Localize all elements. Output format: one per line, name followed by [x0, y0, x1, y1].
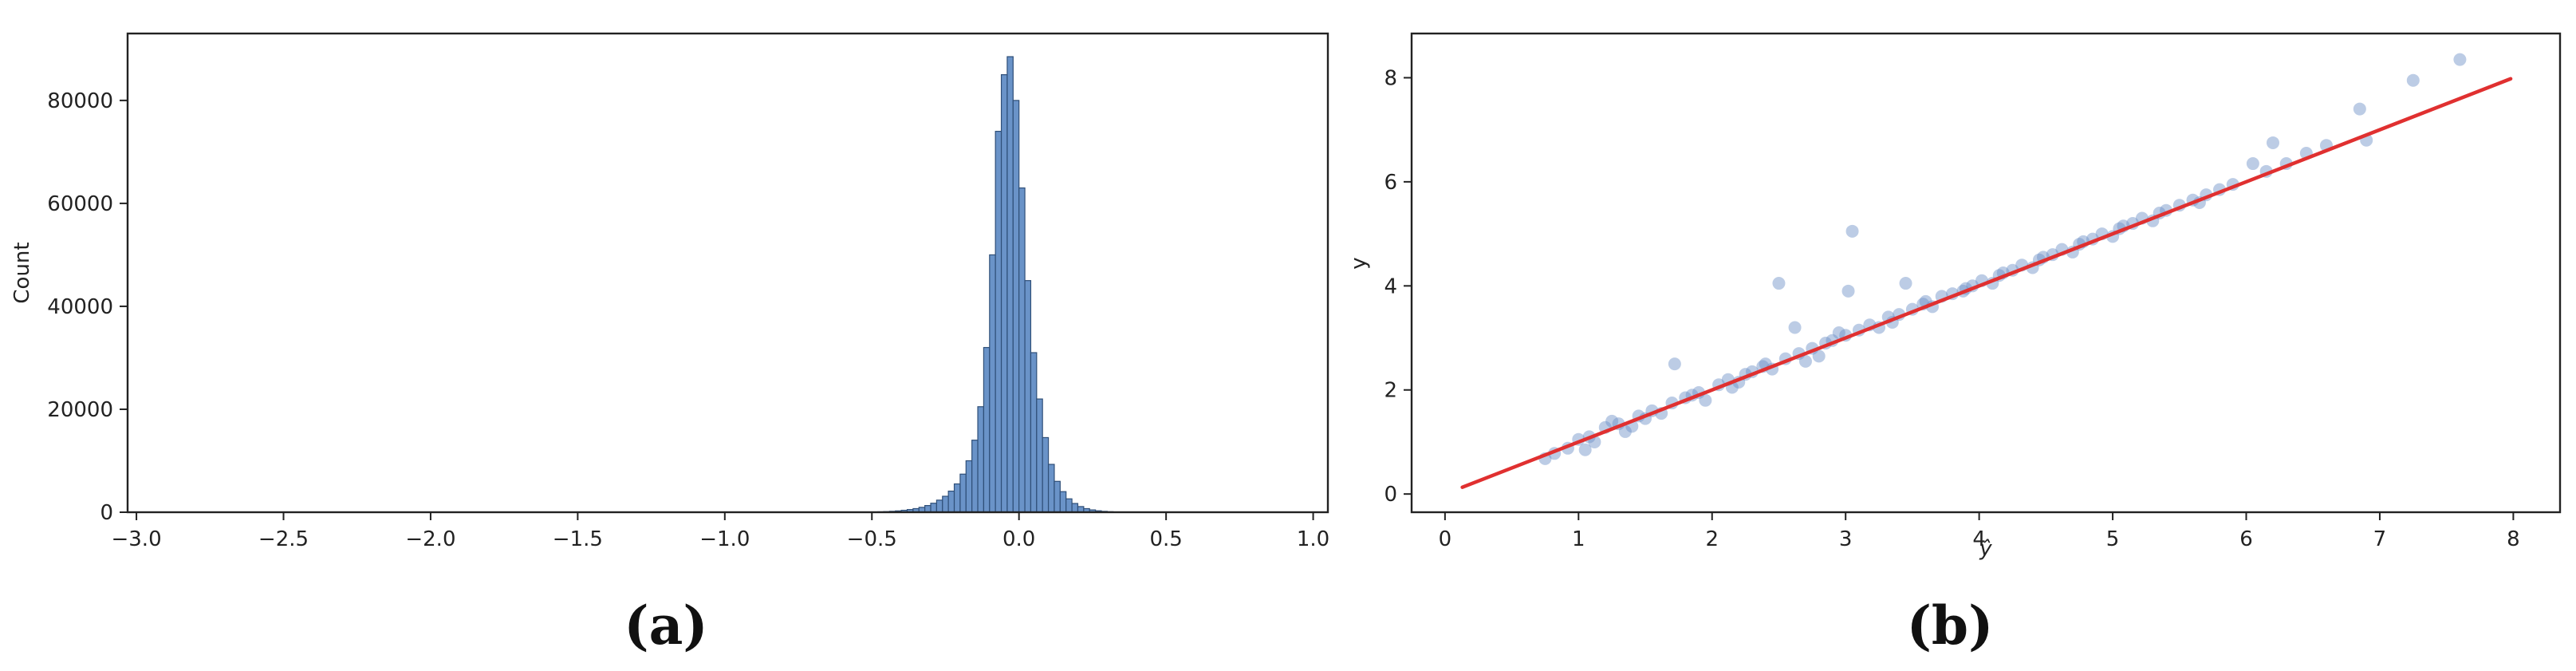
scatter-x-axis-ticks: 0 1 2 3 4 5 6 7 8 — [1439, 512, 2520, 551]
histogram-y-axis-ticks: 0 20000 40000 60000 80000 — [47, 89, 128, 525]
y-tick-label: 20000 — [47, 398, 113, 422]
scatter-point — [2453, 53, 2467, 66]
histogram-bar — [930, 503, 937, 513]
scatter-point — [1812, 349, 1826, 363]
scatter-y-axis-ticks: 0 2 4 6 8 — [1384, 66, 1412, 507]
histogram-bar — [983, 346, 991, 513]
x-tick-label: 2 — [1705, 527, 1719, 551]
x-tick-label: −0.5 — [847, 527, 897, 551]
histogram-bar — [942, 495, 949, 513]
y-tick-label: 2 — [1384, 379, 1397, 403]
y-tick-label: 0 — [1384, 483, 1397, 507]
scatter-point — [1699, 393, 1712, 407]
histogram-bar — [1054, 480, 1061, 513]
x-tick-label: 0.0 — [1002, 527, 1035, 551]
x-tick-label: −1.0 — [699, 527, 750, 551]
scatter-point — [2246, 157, 2259, 171]
histogram-panel: −3.0 −2.5 −2.0 −1.5 −1.0 −0.5 0.0 0.5 1.0 0 20000… — [10, 32, 1329, 551]
histogram-bar — [1000, 74, 1008, 513]
x-tick-label: 7 — [2373, 527, 2387, 551]
scatter-point — [1899, 277, 1912, 290]
histogram-bar — [1042, 436, 1050, 513]
histogram-bar — [995, 130, 1002, 513]
fit-line — [1460, 77, 2513, 489]
histogram-bar — [1012, 100, 1020, 513]
histogram-bar — [1006, 56, 1014, 513]
scatter-point — [2406, 73, 2420, 87]
x-tick-label: 6 — [2239, 527, 2253, 551]
histogram-bar — [959, 473, 967, 513]
scatter-point — [2353, 102, 2366, 116]
scatter-point — [1788, 321, 1802, 334]
scatter-point — [1845, 224, 1859, 238]
scatter-point — [2267, 136, 2279, 149]
y-tick-label: 60000 — [47, 192, 113, 216]
y-tick-label: 40000 — [47, 295, 113, 319]
histogram-bar — [947, 490, 955, 513]
x-tick-label: −2.0 — [405, 527, 455, 551]
scatter-point — [1832, 326, 1845, 339]
histogram-x-axis-ticks: −3.0 −2.5 −2.0 −1.5 −1.0 −0.5 0.0 0.5 1.0 — [111, 512, 1329, 551]
scatter-point — [1605, 414, 1619, 428]
scatter-point — [1841, 284, 1855, 298]
histogram-bar — [971, 440, 979, 513]
histogram-y-axis-label: Count — [10, 242, 34, 303]
x-tick-label: −2.5 — [258, 527, 309, 551]
y-tick-label: 80000 — [47, 89, 113, 113]
histogram-bar — [1036, 398, 1043, 513]
histogram-plot-frame — [126, 32, 1329, 514]
scatter-panel: 0 1 2 3 4 5 6 7 8 0 2 4 6 8 y ŷ — [1347, 32, 2562, 561]
x-tick-label: 4 — [1972, 527, 1986, 551]
histogram-bar — [1047, 464, 1055, 513]
x-tick-label: 1.0 — [1297, 527, 1329, 551]
histogram-bar — [924, 505, 932, 513]
histogram-bar — [977, 406, 985, 513]
x-tick-label: 0.5 — [1149, 527, 1182, 551]
histogram-bar — [1024, 280, 1032, 513]
x-tick-label: 0 — [1439, 527, 1452, 551]
histogram-bar — [935, 499, 943, 513]
x-tick-label: 5 — [2106, 527, 2120, 551]
scatter-plot-frame — [1410, 32, 2562, 514]
histogram-bar — [989, 254, 996, 513]
histogram-bar — [1065, 498, 1073, 513]
y-tick-label: 8 — [1384, 66, 1397, 90]
x-tick-label: 3 — [1839, 527, 1853, 551]
histogram-bar — [1059, 491, 1067, 513]
histogram-bar — [1030, 352, 1038, 513]
histogram-bar — [965, 460, 973, 513]
y-tick-label: 4 — [1384, 274, 1397, 298]
histogram-bar — [953, 483, 961, 513]
y-tick-label: 6 — [1384, 171, 1397, 195]
scatter-point — [1772, 277, 1786, 290]
histogram-bars — [871, 56, 1144, 513]
y-tick-label: 0 — [100, 501, 113, 525]
scatter-x-axis-label: ŷ — [1979, 537, 1992, 561]
x-tick-label: 8 — [2507, 527, 2520, 551]
scatter-point — [1578, 443, 1592, 456]
scatter-point — [1668, 357, 1681, 371]
panel-label-a: (a) — [624, 594, 707, 657]
scatter-point — [1798, 354, 1812, 368]
x-tick-label: −3.0 — [111, 527, 161, 551]
histogram-bar — [1018, 187, 1026, 513]
histogram-bar — [1071, 503, 1079, 513]
panel-label-b: (b) — [1907, 594, 1994, 657]
x-tick-label: 1 — [1572, 527, 1585, 551]
scatter-y-axis-label: y — [1347, 257, 1371, 269]
x-tick-label: −1.5 — [553, 527, 603, 551]
scatter-point — [1618, 424, 1632, 438]
